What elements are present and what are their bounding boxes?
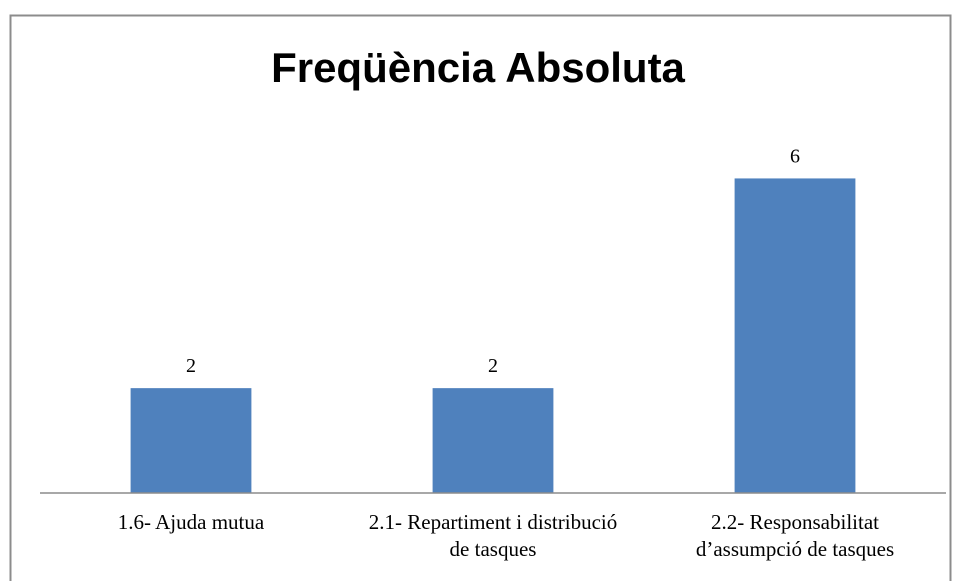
bar [432,388,554,493]
chart-title: Freqüència Absoluta [271,44,685,91]
x-tick-label: 1.6- Ajuda mutua [117,510,265,534]
bar [130,388,252,493]
data-label: 6 [790,145,800,167]
x-tick-label: 2.2- Responsabilitat d’assumpció de tasq… [695,510,895,561]
data-label: 2 [186,355,196,377]
bar [734,178,856,493]
data-label: 2 [488,355,498,377]
x-tick-label: 2.1- Repartiment i distribució de tasque… [368,510,618,561]
